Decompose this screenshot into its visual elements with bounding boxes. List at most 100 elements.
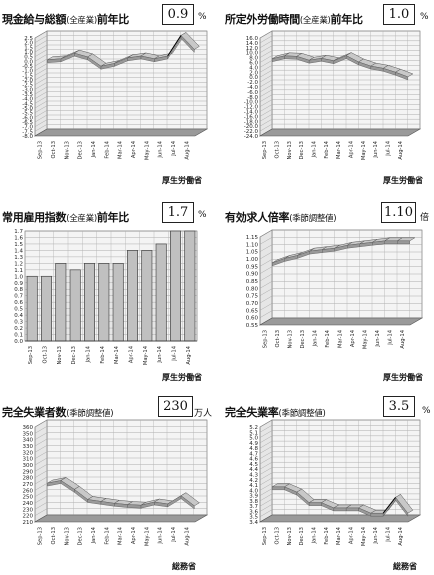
x-tick-label: Dec-13 [78, 527, 84, 546]
x-tick-label: Jul-14 [171, 140, 177, 156]
y-tick-label: 0.0 [249, 75, 258, 81]
y-tick-label: 1.15 [246, 235, 259, 241]
x-tick-label: Sep-13 [262, 141, 268, 159]
chart-panel-unemployed-persons: 完全失業者数(季節調整値) 230 万人 360 350 340 330 320 310 3… [0, 390, 217, 575]
y-tick-label: 4.9 [249, 441, 258, 447]
gridline [34, 86, 48, 95]
gridline [259, 123, 273, 132]
gridline [34, 419, 48, 428]
y-tick-label: 0.1 [14, 333, 23, 339]
y-tick-label: 1.00 [246, 257, 259, 263]
y-tick-label: 2.0 [249, 70, 258, 76]
bar [69, 269, 81, 342]
y-tick-label: -22.0 [244, 129, 259, 135]
y-tick-label: 0.80 [246, 286, 259, 292]
y-tick-label: 300 [23, 463, 34, 469]
suffix-text: 前年比 [330, 13, 363, 26]
x-tick-label: May-14 [361, 140, 367, 160]
x-tick-label: Mar-14 [337, 329, 343, 348]
title-text: 現金給与総額 [2, 13, 67, 26]
y-tick-label: 16.0 [246, 36, 259, 42]
chart-svg: 1.71.61.51.41.31.21.11.00.90.80.70.60.50… [14, 229, 198, 365]
x-tick-label: Jun-14 [375, 329, 381, 347]
y-tick-label: 260 [23, 488, 34, 494]
y-tick-label: -0.5 [22, 64, 33, 70]
gridline [34, 451, 48, 459]
gridline [34, 114, 48, 123]
bar [141, 250, 153, 342]
y-tick-label: 1.2 [14, 261, 23, 267]
gridline [34, 464, 48, 472]
chart-title: 有効求人倍率(季節調整値) [225, 209, 337, 225]
y-tick-label: 0.0 [14, 339, 23, 345]
gridline [34, 49, 48, 57]
y-tick-label: -24.0 [244, 134, 259, 140]
gridline [259, 281, 273, 289]
x-tick-label: Oct-13 [275, 527, 281, 544]
gridline [259, 488, 273, 496]
gridline [259, 419, 273, 428]
y-tick-label: -4.0 [22, 97, 33, 103]
gridline [259, 89, 273, 97]
gridline [259, 303, 273, 311]
gridline [259, 504, 273, 512]
x-tick-label: Dec-13 [299, 527, 305, 546]
bar [169, 230, 182, 342]
gridline [259, 70, 273, 78]
x-tick-label: Apr-14 [350, 329, 356, 347]
y-tick-label: 4.6 [249, 457, 258, 463]
series-highlight [382, 497, 396, 514]
bar [83, 263, 96, 342]
gridline [34, 457, 48, 466]
y-tick-label: 6.0 [249, 61, 258, 67]
gridline [259, 266, 273, 274]
series-segment-face [284, 55, 298, 60]
y-tick-label: -8.0 [247, 95, 258, 101]
subtitle-text: (季節調整値) [289, 214, 337, 224]
series-segment-face [384, 240, 398, 245]
x-tick-label: Jul-14 [387, 329, 393, 345]
title-text: 有効求人倍率 [225, 211, 290, 224]
gridline [259, 509, 273, 517]
x-tick-label: Apr-14 [131, 140, 137, 158]
source-label: 総務省 [393, 562, 417, 571]
y-tick-label: 290 [23, 469, 34, 475]
x-tick-label: Nov-13 [287, 141, 293, 159]
y-tick-label: 3.5 [249, 515, 258, 521]
y-tick-label: 0.95 [246, 264, 259, 270]
y-tick-label: 3.4 [249, 520, 258, 526]
y-tick-label: 4.7 [249, 451, 258, 457]
gridline [34, 426, 48, 434]
x-tick-label: Jun-14 [158, 140, 164, 158]
latest-value-box: 1.10 [381, 202, 416, 223]
y-tick-label: -5.0 [22, 106, 33, 112]
x-tick-label: Jul-14 [386, 140, 392, 156]
gridline [34, 82, 48, 90]
title-text: 所定外労働時間 [225, 13, 300, 26]
bar [112, 263, 124, 342]
gridline [259, 50, 273, 58]
unit-label: % [198, 210, 207, 220]
y-tick-label: 270 [23, 482, 34, 488]
title-text: 常用雇用指数 [2, 211, 67, 224]
chart-panel-cash-wages: 現金給与総額(全産業)前年比 0.9 % 2.5 2.0 1.5 1.0 0.5 0.0-… [0, 0, 217, 190]
x-tick-label: Nov-13 [64, 527, 70, 545]
suffix-text: 前年比 [96, 211, 129, 224]
x-tick-label: Jan-14 [312, 526, 318, 544]
x-tick-label: Apr-14 [349, 526, 355, 544]
bar [26, 275, 38, 342]
source-label: 総務省 [172, 562, 196, 571]
y-tick-label: -8.0 [22, 134, 33, 140]
x-tick-label: Aug-14 [184, 526, 190, 545]
y-tick-label: -3.0 [22, 87, 33, 93]
gridline [259, 295, 273, 304]
series-segment-face [395, 496, 409, 517]
y-tick-label: 5.0 [249, 436, 258, 442]
gridline [259, 288, 273, 296]
unit-label: 万人 [194, 409, 213, 419]
gridline [259, 60, 273, 68]
y-tick-label: 330 [23, 444, 34, 450]
y-tick-label: -1.0 [22, 69, 33, 75]
y-tick-label: -6.0 [247, 90, 258, 96]
y-tick-label: -4.5 [22, 101, 33, 107]
